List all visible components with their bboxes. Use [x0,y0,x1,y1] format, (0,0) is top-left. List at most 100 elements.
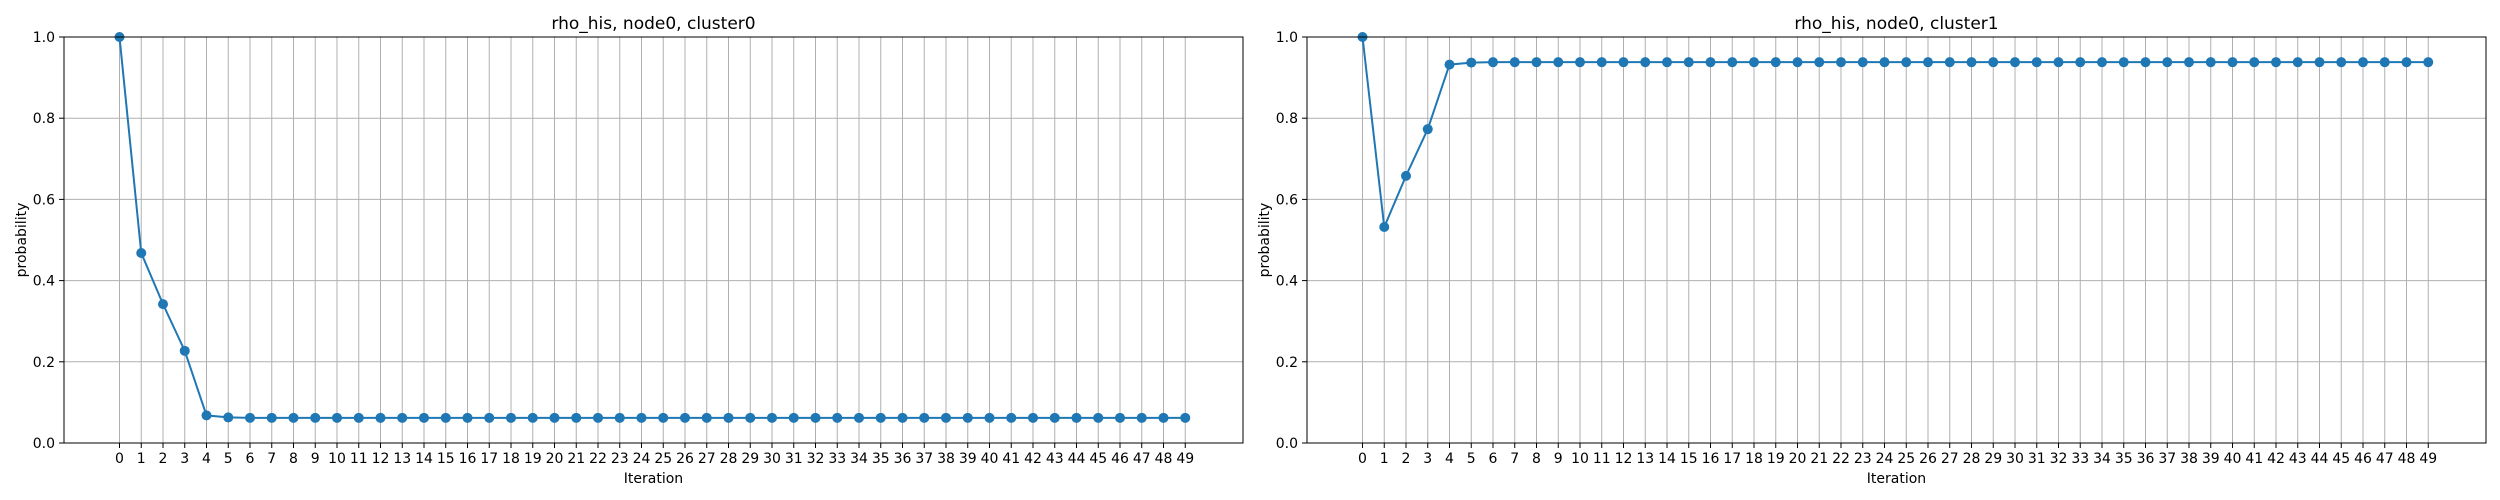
data-point [767,412,777,423]
x-tick-label: 34 [850,451,868,467]
x-tick-label: 24 [1876,451,1894,467]
x-tick-label: 29 [741,451,759,467]
data-point [1488,57,1498,68]
data-point [832,412,843,423]
data-point [1705,57,1716,68]
data-point [658,412,669,423]
y-axis-label: probability [1257,203,1273,278]
x-tick-label: 25 [1897,451,1915,467]
x-tick-label: 5 [1467,451,1476,467]
data-point [2271,57,2281,68]
data-point [1857,57,1868,68]
x-tick-label: 9 [1554,451,1563,467]
x-tick-label: 10 [1571,451,1589,467]
x-tick-label: 22 [589,451,607,467]
axis-ticks: 0 1 2 3 4 5 6 7 8 9 10 11 12 13 14 15 16 17 18 19 20 21 22 23 24… [33,30,1194,467]
x-tick-label: 15 [1680,451,1698,467]
x-tick-label: 40 [2224,451,2242,467]
x-tick-label: 35 [872,451,890,467]
data-point [245,412,255,423]
data-point [2401,57,2412,68]
x-tick-label: 28 [1963,451,1981,467]
x-tick-label: 36 [2137,451,2155,467]
y-tick-label: 1.0 [1276,30,1298,46]
data-point [745,412,756,423]
series [114,32,1191,423]
x-tick-label: 37 [2158,451,2176,467]
data-point [2227,57,2238,68]
x-tick-label: 27 [698,451,716,467]
data-point [527,412,538,423]
x-tick-label: 20 [546,451,564,467]
x-tick-label: 6 [1489,451,1498,467]
data-point [158,299,168,310]
x-axis-label: Iteration [1867,471,1926,487]
x-tick-label: 11 [1593,451,1611,467]
data-point [310,412,321,423]
x-tick-label: 4 [202,451,211,467]
axes-frame [1306,36,2487,444]
data-point [1093,412,1104,423]
x-tick-label: 1 [1380,451,1389,467]
x-tick-label: 2 [1402,451,1411,467]
chart-panel-cluster1: 0 1 2 3 4 5 6 7 8 9 10 11 12 13 14 15 16 17 18 19 20 21 22 23 24… [1257,14,2487,487]
data-point [1553,57,1564,68]
data-point [897,412,908,423]
x-tick-label: 12 [1615,451,1633,467]
x-tick-label: 15 [437,451,455,467]
x-tick-label: 41 [1002,451,1020,467]
x-tick-label: 25 [654,451,672,467]
x-tick-label: 9 [311,451,320,467]
x-tick-label: 29 [1984,451,2002,467]
x-tick-label: 47 [2376,451,2394,467]
y-tick-label: 0.8 [1276,111,1298,127]
data-point [1180,412,1191,423]
data-point [2249,57,2260,68]
x-tick-label: 8 [289,451,298,467]
data-point [506,412,516,423]
x-tick-label: 30 [2006,451,2024,467]
x-tick-label: 10 [328,451,346,467]
y-tick-label: 0.0 [1276,436,1298,452]
x-tick-label: 23 [611,451,629,467]
x-tick-label: 16 [1702,451,1720,467]
x-tick-label: 21 [1810,451,1828,467]
data-point [2097,57,2107,68]
x-tick-label: 18 [1745,451,1763,467]
x-tick-label: 45 [2332,451,2350,467]
data-point [1618,57,1629,68]
x-tick-label: 5 [224,451,233,467]
x-tick-label: 17 [480,451,498,467]
x-tick-label: 3 [1423,451,1432,467]
data-point [962,412,973,423]
data-point [179,345,190,356]
data-point [1422,124,1433,135]
data-point [2205,57,2216,68]
data-point [875,412,886,423]
data-point [1662,57,1672,68]
x-tick-label: 13 [393,451,411,467]
x-tick-label: 24 [633,451,651,467]
x-tick-label: 17 [1723,451,1741,467]
x-tick-label: 28 [720,451,738,467]
data-point [2162,57,2173,68]
x-tick-label: 18 [502,451,520,467]
data-point [266,412,277,423]
data-point [1749,57,1759,68]
data-point [919,412,930,423]
x-tick-label: 31 [2028,451,2046,467]
data-point [680,412,690,423]
data-point [1466,57,1477,68]
data-point [549,412,560,423]
y-tick-label: 1.0 [33,30,55,46]
data-point [2423,57,2434,68]
x-tick-label: 26 [676,451,694,467]
x-tick-label: 44 [1068,451,1086,467]
data-point [1401,170,1411,181]
x-tick-label: 21 [567,451,585,467]
data-point [1770,57,1781,68]
data-point [1115,412,1125,423]
data-point [1379,222,1390,233]
data-point [2031,57,2042,68]
